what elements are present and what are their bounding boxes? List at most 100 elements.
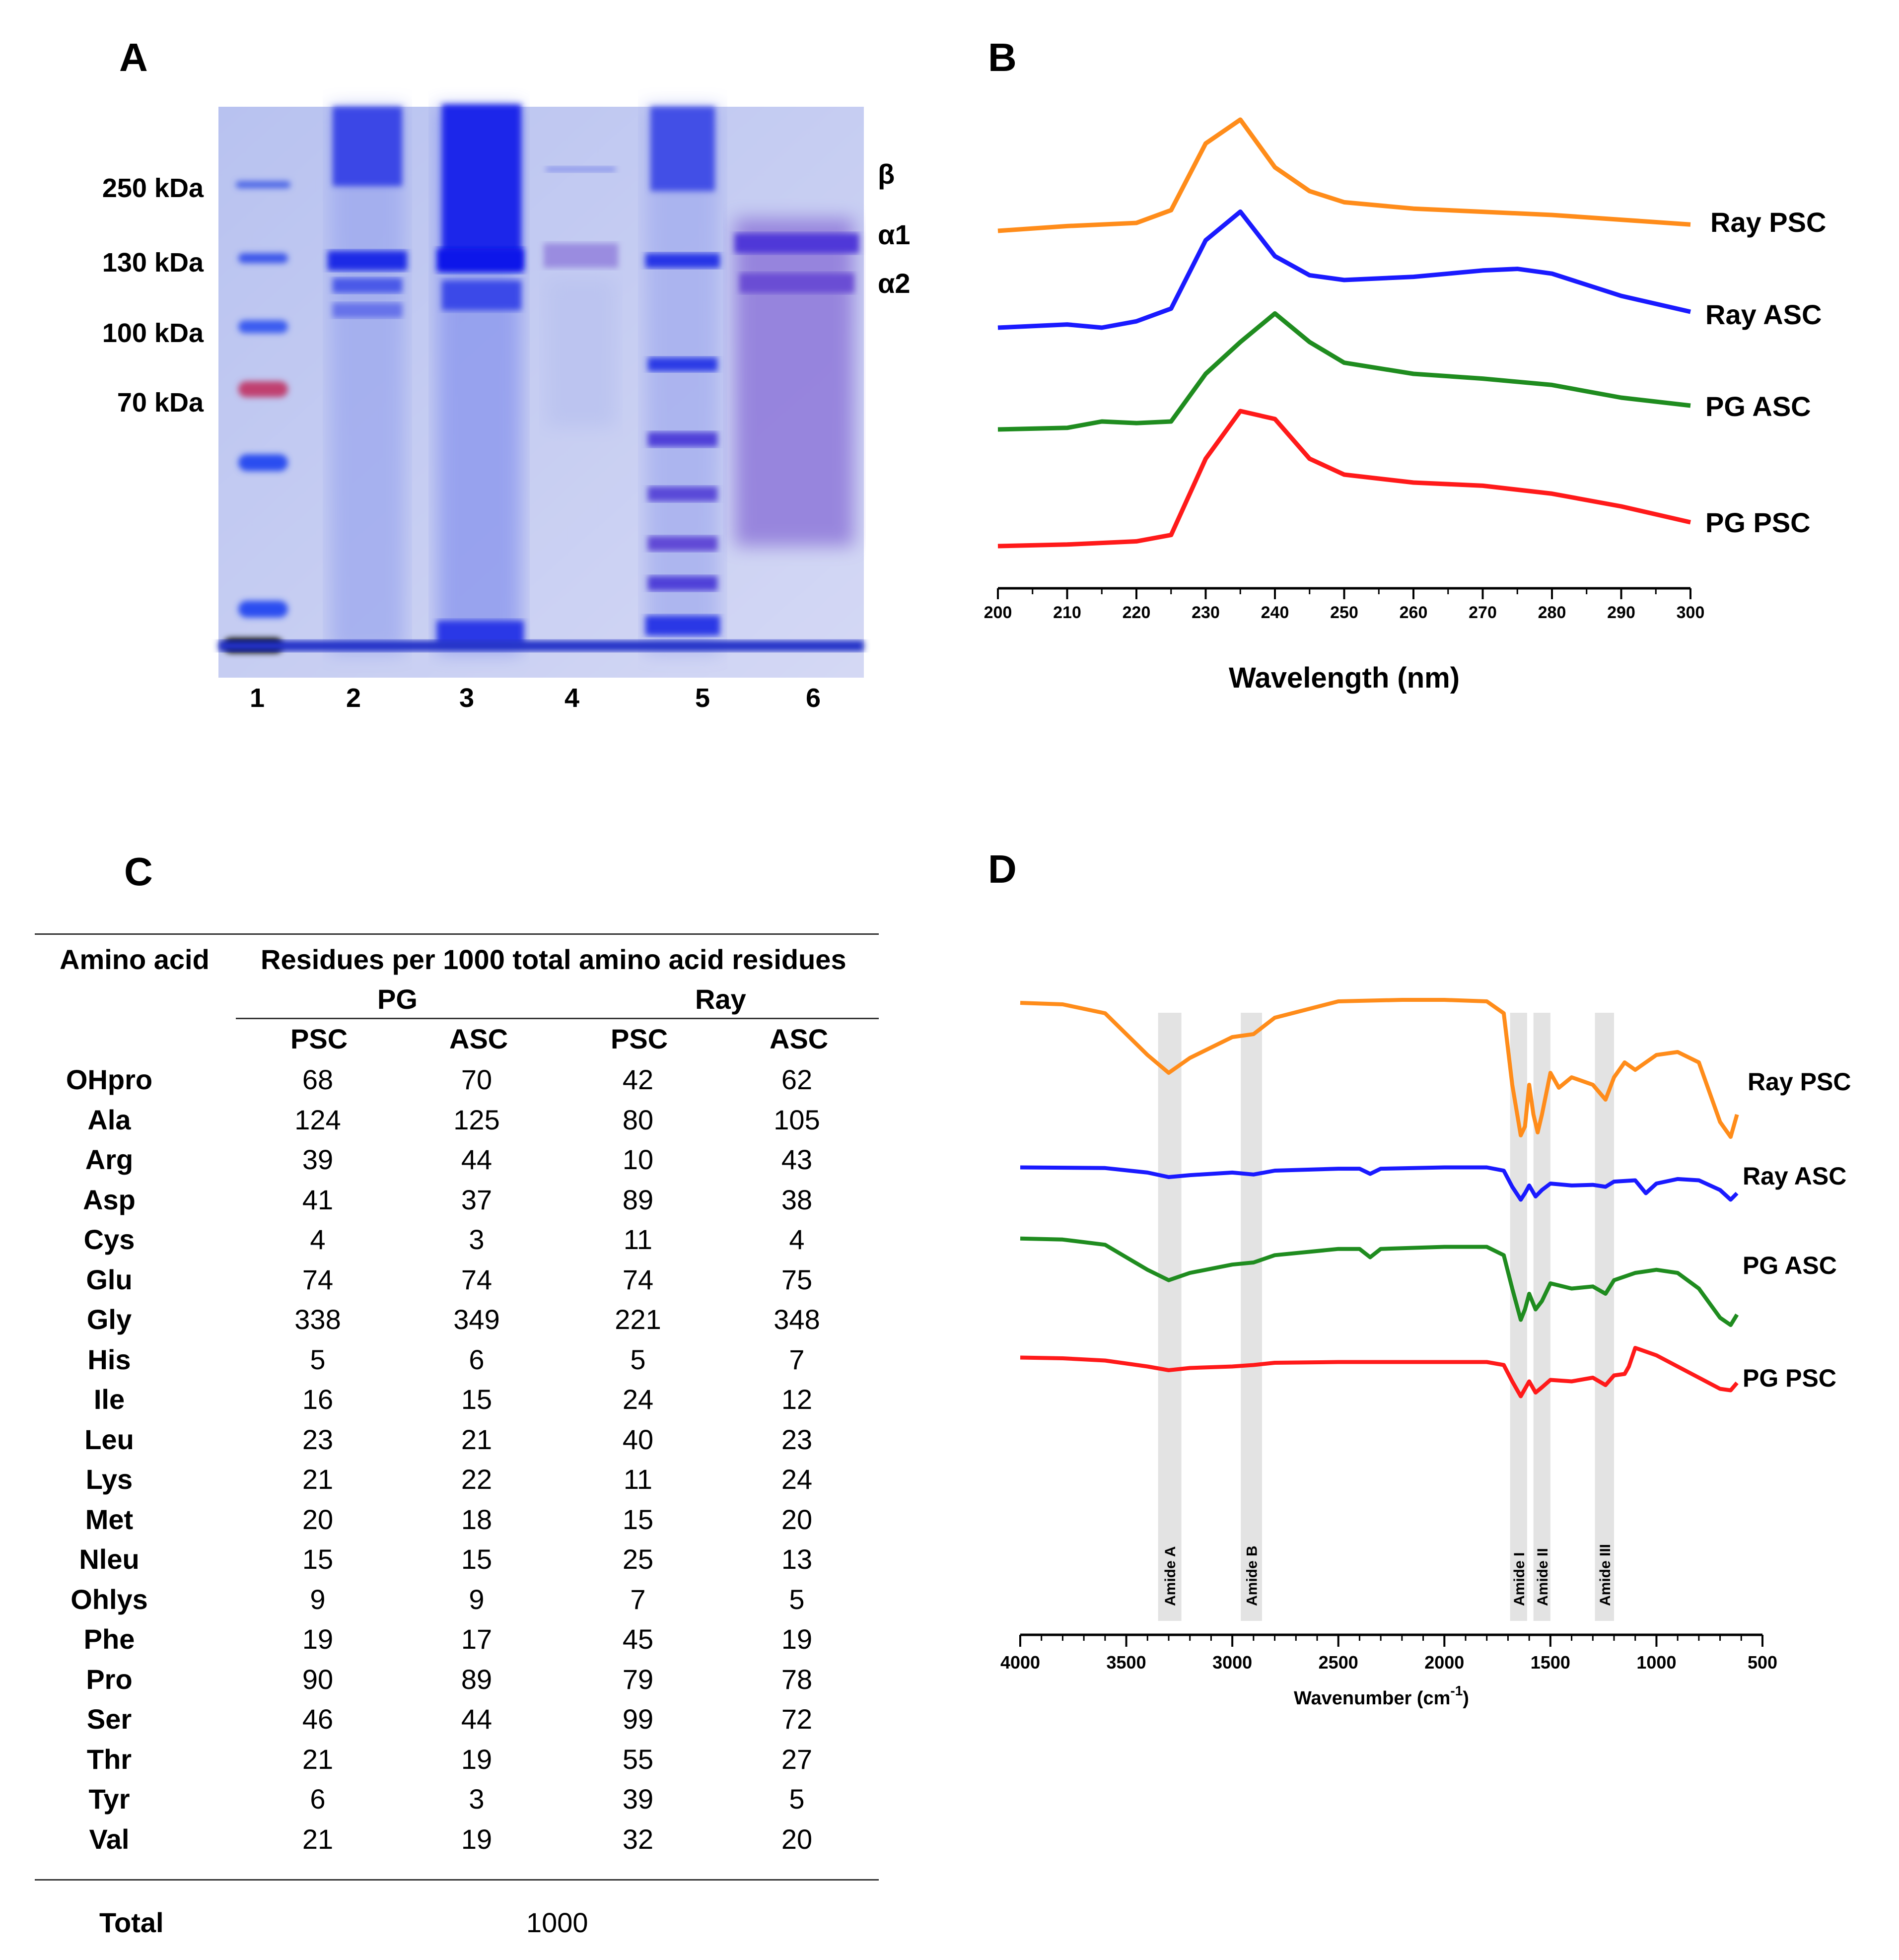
band-label: Amide B bbox=[1244, 1545, 1261, 1606]
band-amide-a bbox=[1158, 1013, 1182, 1621]
ftir-series-ray-psc bbox=[1020, 998, 1739, 1139]
ftir-series-label: PG ASC bbox=[1743, 1252, 1837, 1279]
aa-value: 19 bbox=[461, 1823, 492, 1855]
marker-100-kda: 100 kDa bbox=[102, 318, 204, 348]
aa-value: 74 bbox=[622, 1263, 654, 1295]
aa-value: 21 bbox=[302, 1823, 334, 1855]
lane-label-4: 4 bbox=[564, 683, 580, 713]
band-amide-iii bbox=[1595, 1013, 1614, 1621]
aa-value: 89 bbox=[461, 1663, 492, 1695]
aa-value: 348 bbox=[774, 1304, 820, 1335]
aa-value: 75 bbox=[781, 1263, 813, 1295]
aa-value: 19 bbox=[302, 1623, 334, 1655]
table-row: Pro 90 89 79 78 bbox=[35, 1663, 879, 1703]
chain-alpha2: α2 bbox=[878, 268, 911, 299]
aa-value: 74 bbox=[461, 1263, 492, 1295]
aa-value: 20 bbox=[781, 1823, 813, 1855]
aa-value: 43 bbox=[781, 1144, 813, 1175]
ftir-x-tick-label: 500 bbox=[1748, 1652, 1777, 1673]
aa-name: Asp bbox=[83, 1184, 136, 1215]
aa-value: 7 bbox=[630, 1583, 646, 1615]
aa-name: Leu bbox=[84, 1423, 134, 1455]
subheader-pg-asc: ASC bbox=[449, 1023, 508, 1054]
aa-value: 32 bbox=[622, 1823, 654, 1855]
aa-value: 125 bbox=[453, 1104, 500, 1135]
uv-x-tick-label: 210 bbox=[1053, 603, 1081, 622]
aa-value: 45 bbox=[622, 1623, 654, 1655]
aa-value: 38 bbox=[781, 1184, 813, 1215]
table-row: Phe 19 17 45 19 bbox=[35, 1623, 879, 1663]
aa-value: 19 bbox=[461, 1743, 492, 1775]
aa-value: 27 bbox=[781, 1743, 813, 1775]
aa-name: Arg bbox=[85, 1144, 134, 1175]
table-row: Lys 21 22 11 24 bbox=[35, 1463, 879, 1503]
aa-value: 105 bbox=[774, 1104, 820, 1135]
aa-value: 5 bbox=[310, 1343, 326, 1375]
table-row: Asp 41 37 89 38 bbox=[35, 1184, 879, 1224]
chain-beta: β bbox=[878, 158, 895, 190]
aa-value: 55 bbox=[622, 1743, 654, 1775]
table-row: Cys 4 3 11 4 bbox=[35, 1223, 879, 1263]
table-bottom-rule bbox=[35, 1879, 879, 1881]
table-row: Ser 46 44 99 72 bbox=[35, 1703, 879, 1743]
marker-130-kda: 130 kDa bbox=[102, 248, 204, 278]
band-label: Amide II bbox=[1535, 1548, 1551, 1606]
dye-front bbox=[218, 640, 864, 651]
aa-value: 21 bbox=[461, 1423, 492, 1455]
aa-value: 6 bbox=[469, 1343, 485, 1375]
total-label: Total bbox=[99, 1907, 164, 1938]
ftir-series-label: Ray PSC bbox=[1748, 1068, 1851, 1096]
aa-name: Ile bbox=[93, 1384, 125, 1415]
table-row: Nleu 15 15 25 13 bbox=[35, 1543, 879, 1583]
header-amino-acid: Amino acid bbox=[60, 944, 210, 975]
aa-value: 62 bbox=[781, 1064, 813, 1095]
subheader-ray-psc: PSC bbox=[611, 1023, 668, 1054]
aa-value: 20 bbox=[781, 1503, 813, 1535]
aa-value: 41 bbox=[302, 1184, 334, 1215]
table-row: Ala 124 125 80 105 bbox=[35, 1104, 879, 1144]
lane-3-smear bbox=[437, 104, 524, 653]
uv-x-axis-label: Wavelength (nm) bbox=[1229, 662, 1460, 694]
uv-x-tick-label: 240 bbox=[1261, 603, 1289, 622]
table-row: Arg 39 44 10 43 bbox=[35, 1143, 879, 1184]
aa-value: 124 bbox=[294, 1104, 341, 1135]
subheader-pg-psc: PSC bbox=[290, 1023, 348, 1054]
table-row: Glu 74 74 74 75 bbox=[35, 1263, 879, 1304]
aa-name: Phe bbox=[83, 1623, 135, 1655]
aa-value: 46 bbox=[302, 1703, 334, 1735]
header-pg: PG bbox=[377, 983, 418, 1015]
table-row: Ohlys 9 9 7 5 bbox=[35, 1583, 879, 1623]
aa-name: Val bbox=[89, 1823, 130, 1855]
aa-value: 5 bbox=[630, 1343, 646, 1375]
aa-name: Glu bbox=[86, 1263, 133, 1295]
table-body: OHpro 68 70 42 62 Ala 124 125 80 105 Arg 39 44 10 43 As… bbox=[35, 1063, 879, 1863]
aa-name: Lys bbox=[85, 1464, 133, 1495]
subheader-ray-asc: ASC bbox=[770, 1023, 829, 1054]
lane-label-1: 1 bbox=[249, 683, 265, 713]
lane-label-2: 2 bbox=[346, 683, 361, 713]
chain-alpha1: α1 bbox=[878, 219, 911, 250]
panel-label-d: D bbox=[988, 847, 1017, 891]
aa-value: 21 bbox=[302, 1743, 334, 1775]
aa-value: 39 bbox=[622, 1783, 654, 1815]
aa-value: 13 bbox=[781, 1543, 813, 1575]
total-value: 1000 bbox=[526, 1907, 588, 1938]
aa-value: 40 bbox=[622, 1423, 654, 1455]
aa-value: 20 bbox=[302, 1503, 334, 1535]
lane-6-smear bbox=[735, 218, 859, 546]
aa-value: 89 bbox=[622, 1184, 654, 1215]
aa-value: 24 bbox=[622, 1384, 654, 1415]
aa-value: 18 bbox=[461, 1503, 492, 1535]
aa-value: 11 bbox=[623, 1464, 653, 1495]
aa-value: 3 bbox=[469, 1224, 485, 1255]
uv-x-tick-label: 200 bbox=[984, 603, 1012, 622]
uv-x-tick-label: 230 bbox=[1192, 603, 1220, 622]
aa-value: 68 bbox=[302, 1064, 334, 1095]
ftir-series-label: PG PSC bbox=[1743, 1364, 1836, 1392]
table-row: His 5 6 5 7 bbox=[35, 1343, 879, 1384]
aa-name: Pro bbox=[86, 1663, 133, 1695]
uv-x-tick-label: 260 bbox=[1400, 603, 1428, 622]
ftir-series-pg-psc bbox=[1020, 1346, 1739, 1399]
marker-70-kda: 70 kDa bbox=[117, 388, 204, 418]
table-row: Ile 16 15 24 12 bbox=[35, 1383, 879, 1423]
